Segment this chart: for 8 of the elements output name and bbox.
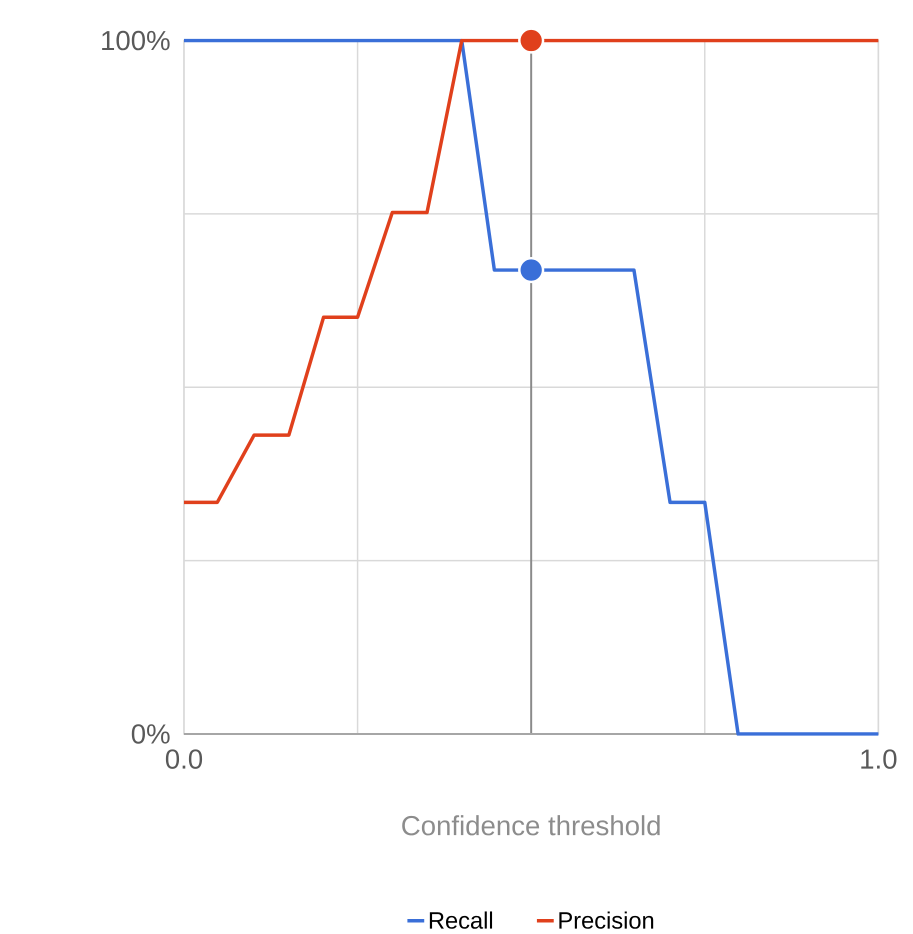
x-tick-label: 1.0	[861, 749, 896, 769]
x-tick-label: 0.0	[166, 749, 202, 769]
legend-label: Precision	[559, 911, 654, 929]
y-tick-label: 0%	[132, 724, 170, 744]
x-axis-title: Confidence threshold	[402, 815, 660, 836]
y-tick-label: 100%	[102, 30, 170, 50]
line-series	[182, 38, 880, 736]
legend-label: Recall	[430, 911, 492, 929]
